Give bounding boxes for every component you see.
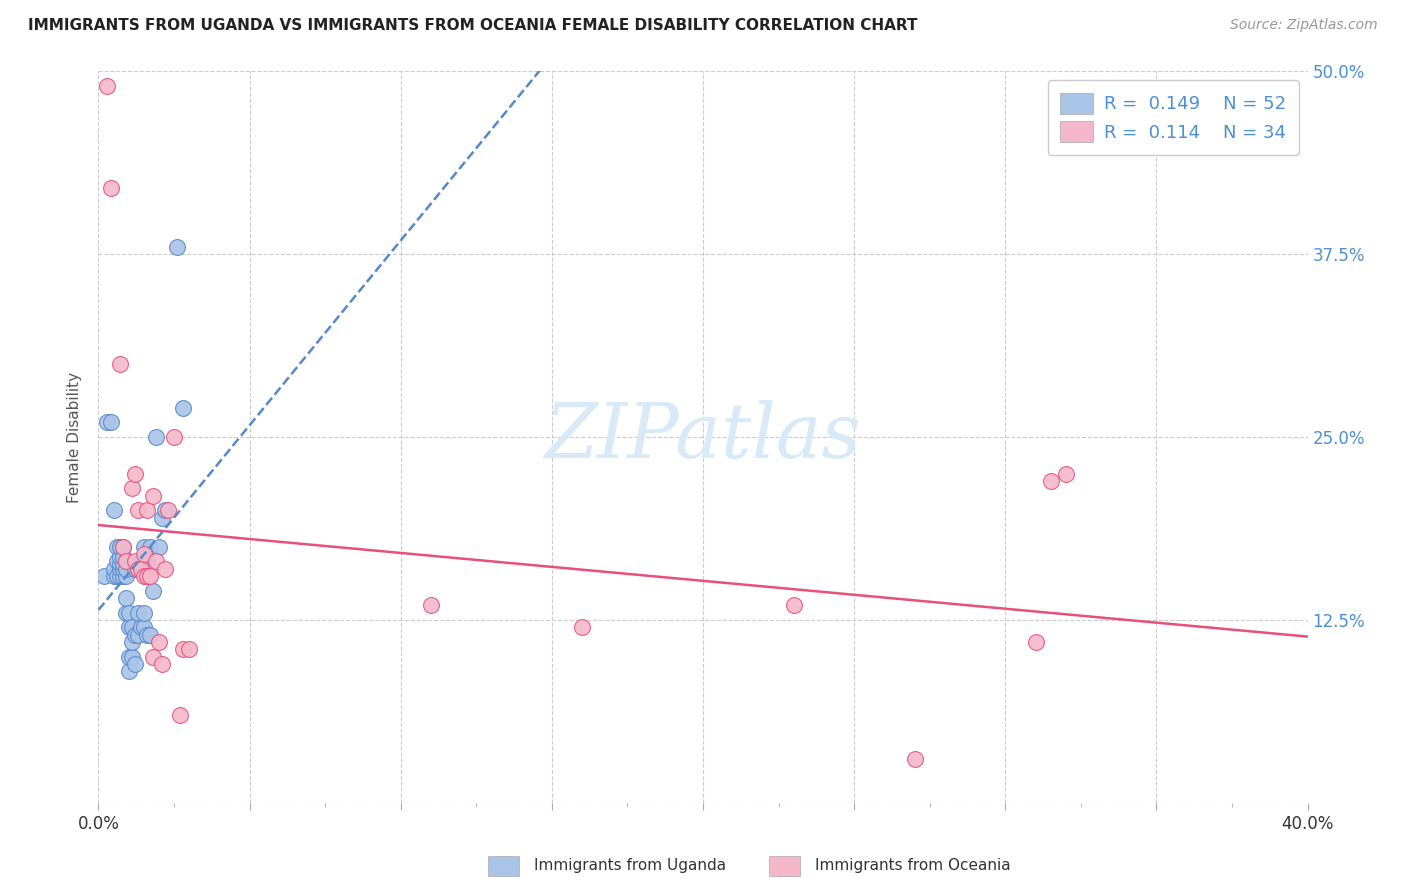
Point <box>156 503 179 517</box>
Point <box>420 599 443 613</box>
Point <box>132 540 155 554</box>
Point <box>135 554 157 568</box>
Point <box>127 503 149 517</box>
Y-axis label: Female Disability: Female Disability <box>67 371 83 503</box>
Point <box>783 599 806 613</box>
Point <box>124 554 146 568</box>
Point <box>118 606 141 620</box>
Point <box>114 554 136 568</box>
Point <box>124 562 146 576</box>
Point <box>105 540 128 554</box>
Point <box>145 430 167 444</box>
Point <box>121 620 143 634</box>
Point <box>135 627 157 641</box>
Point <box>124 657 146 671</box>
Point <box>108 357 131 371</box>
Point <box>118 620 141 634</box>
Point <box>118 649 141 664</box>
Point <box>127 562 149 576</box>
Point <box>148 540 170 554</box>
Text: Immigrants from Uganda: Immigrants from Uganda <box>534 858 727 872</box>
Point <box>105 569 128 583</box>
Point <box>129 620 152 634</box>
Point <box>121 635 143 649</box>
Point <box>96 78 118 93</box>
Point <box>163 430 186 444</box>
Point <box>124 627 146 641</box>
Point <box>93 569 115 583</box>
Legend: R =  0.149    N = 52, R =  0.114    N = 34: R = 0.149 N = 52, R = 0.114 N = 34 <box>1047 80 1299 154</box>
Point <box>100 181 122 195</box>
Point <box>166 240 188 254</box>
Text: Source: ZipAtlas.com: Source: ZipAtlas.com <box>1230 18 1378 32</box>
Point <box>132 620 155 634</box>
Point <box>150 510 173 524</box>
Point <box>135 503 157 517</box>
Point <box>135 569 157 583</box>
Point <box>111 540 134 554</box>
Point <box>127 562 149 576</box>
Text: Immigrants from Oceania: Immigrants from Oceania <box>815 858 1011 872</box>
Text: ZIPatlas: ZIPatlas <box>544 401 862 474</box>
Point <box>111 549 134 564</box>
Point <box>571 620 593 634</box>
Point <box>129 554 152 568</box>
Point <box>172 401 194 415</box>
Point <box>111 562 134 576</box>
Point <box>100 416 122 430</box>
Point <box>148 635 170 649</box>
Point <box>108 558 131 572</box>
Point <box>150 657 173 671</box>
Point <box>103 503 125 517</box>
Point <box>132 547 155 561</box>
Point <box>153 562 176 576</box>
Point <box>904 752 927 766</box>
Point <box>142 583 165 598</box>
Point <box>132 569 155 583</box>
Point <box>111 540 134 554</box>
Point <box>129 562 152 576</box>
Point <box>139 569 162 583</box>
Point <box>108 562 131 576</box>
Point <box>1024 635 1046 649</box>
Point <box>108 540 131 554</box>
Text: IMMIGRANTS FROM UGANDA VS IMMIGRANTS FROM OCEANIA FEMALE DISABILITY CORRELATION : IMMIGRANTS FROM UGANDA VS IMMIGRANTS FRO… <box>28 18 918 33</box>
Point <box>139 540 162 554</box>
Point <box>103 569 125 583</box>
Point <box>139 627 162 641</box>
Point <box>132 606 155 620</box>
Point <box>108 569 131 583</box>
Point <box>127 606 149 620</box>
Point <box>108 549 131 564</box>
Point <box>96 416 118 430</box>
Point <box>1039 474 1062 488</box>
Point <box>118 664 141 678</box>
Point <box>142 649 165 664</box>
Point <box>114 562 136 576</box>
Point <box>103 562 125 576</box>
Point <box>114 591 136 605</box>
Point <box>179 642 201 657</box>
Point <box>169 708 191 723</box>
Point <box>121 649 143 664</box>
Point <box>127 627 149 641</box>
Point <box>105 554 128 568</box>
Point <box>142 489 165 503</box>
Point <box>111 569 134 583</box>
Point <box>172 642 194 657</box>
Point <box>111 558 134 572</box>
Point <box>145 554 167 568</box>
Point <box>153 503 176 517</box>
Point <box>1054 467 1077 481</box>
Point <box>114 569 136 583</box>
Point <box>114 606 136 620</box>
Point <box>121 481 143 495</box>
Point <box>124 467 146 481</box>
